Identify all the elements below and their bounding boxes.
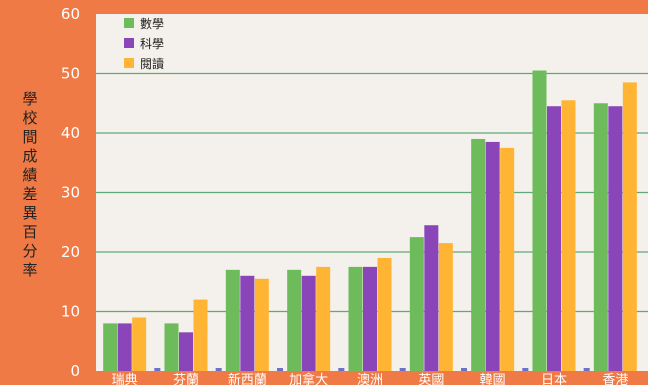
x-category-label: 韓國 xyxy=(480,373,506,385)
x-category-label: 英國 xyxy=(418,373,444,385)
bar-2-5 xyxy=(363,266,377,371)
legend-swatch xyxy=(124,38,134,48)
y-axis-title-char: 成 xyxy=(22,147,37,165)
legend-label: 數學 xyxy=(140,17,164,31)
x-category-label: 瑞典 xyxy=(112,373,138,385)
y-tick-label: 30 xyxy=(61,184,80,202)
y-tick-label: 40 xyxy=(61,124,80,142)
bar-3-2 xyxy=(193,299,208,371)
y-axis-title-char: 績 xyxy=(22,166,37,184)
bar-1-5 xyxy=(348,266,363,371)
x-category-label: 新西蘭 xyxy=(228,372,267,385)
y-tick-label: 60 xyxy=(61,5,80,23)
legend-swatch xyxy=(124,58,134,68)
group-separator-mark xyxy=(277,368,283,371)
group-separator-mark xyxy=(399,368,406,371)
x-category-label: 日本 xyxy=(541,373,567,385)
y-axis-title-char: 率 xyxy=(22,261,37,279)
bar-3-9 xyxy=(622,82,637,372)
bar-1-7 xyxy=(471,138,486,371)
bar-2-9 xyxy=(608,106,623,371)
group-separator-mark xyxy=(154,368,161,371)
group-separator-mark xyxy=(522,368,529,371)
bar-1-9 xyxy=(593,103,608,371)
legend-label: 閱讀 xyxy=(140,57,164,71)
bar-1-4 xyxy=(287,269,302,371)
y-axis-title-char: 學 xyxy=(22,90,37,108)
bars xyxy=(103,70,637,372)
y-axis-title-char: 差 xyxy=(22,185,37,203)
y-axis-title-char: 異 xyxy=(22,204,37,222)
bar-3-4 xyxy=(316,266,331,371)
x-axis-categories: 瑞典 芬蘭 新西蘭 加拿大 澳洲 英國 韓國 日本 香港 xyxy=(112,372,629,385)
bar-2-1 xyxy=(117,323,132,371)
bar-2-4 xyxy=(301,275,316,371)
bar-3-8 xyxy=(561,100,576,372)
bar-1-6 xyxy=(409,237,424,371)
y-axis-title-char: 校 xyxy=(22,109,37,127)
y-tick-label: 20 xyxy=(61,243,80,261)
bar-1-3 xyxy=(225,269,240,371)
bar-3-1 xyxy=(132,317,147,371)
group-separator-mark xyxy=(338,368,345,371)
bar-1-1 xyxy=(103,323,118,371)
y-tick-label: 10 xyxy=(61,303,80,321)
x-category-label: 澳洲 xyxy=(357,372,383,385)
group-separator-mark xyxy=(215,368,222,371)
y-tick-label: 50 xyxy=(61,65,80,83)
y-axis-title-char: 間 xyxy=(22,128,37,146)
y-tick-label: 0 xyxy=(70,362,80,380)
x-category-label: 加拿大 xyxy=(289,372,328,385)
x-category-label: 香港 xyxy=(602,373,628,385)
bar-3-3 xyxy=(254,278,269,371)
y-axis-ticks: 0 10 20 30 40 50 60 xyxy=(61,5,80,380)
group-separator-mark xyxy=(461,368,467,371)
bar-2-2 xyxy=(179,332,193,371)
legend-swatch xyxy=(124,18,134,28)
y-axis-title-char: 分 xyxy=(22,242,37,260)
bar-2-6 xyxy=(424,225,439,371)
bar-3-7 xyxy=(500,147,515,371)
bar-1-2 xyxy=(164,323,179,371)
bar-2-8 xyxy=(547,106,561,371)
legend-label: 科學 xyxy=(140,37,164,51)
group-separator-mark xyxy=(583,368,590,371)
bar-1-8 xyxy=(532,70,547,372)
y-axis-title-char: 百 xyxy=(22,223,37,241)
x-category-label: 芬蘭 xyxy=(173,372,199,385)
bar-2-7 xyxy=(485,141,500,371)
bar-3-6 xyxy=(438,243,453,371)
bar-3-5 xyxy=(377,257,392,371)
bar-2-3 xyxy=(240,275,255,371)
